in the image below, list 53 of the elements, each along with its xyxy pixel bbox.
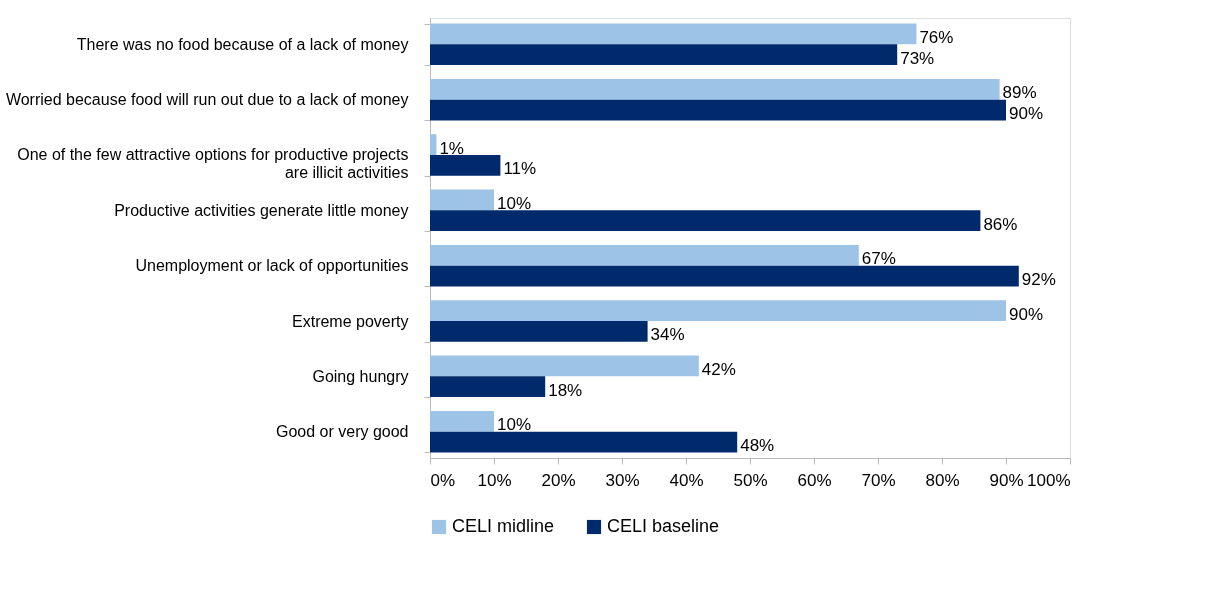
data-label: 67%	[861, 249, 896, 269]
bar	[430, 154, 501, 176]
data-label: 92%	[1021, 270, 1056, 290]
y-tick-label: Productive activities generate little money	[114, 201, 409, 219]
data-label: 90%	[1009, 104, 1044, 124]
x-tick-label: 30%	[605, 470, 640, 490]
bar	[430, 300, 1006, 322]
bar	[430, 78, 1000, 100]
x-tick-label: 0%	[430, 470, 456, 490]
data-label: 18%	[548, 380, 583, 400]
bar	[430, 376, 546, 398]
data-label: 76%	[919, 27, 954, 47]
data-label: 86%	[983, 214, 1018, 234]
bar	[430, 431, 738, 453]
data-label: 73%	[900, 48, 935, 68]
bar	[430, 355, 699, 377]
x-tick-label: 100%	[1027, 470, 1071, 490]
data-label: 89%	[1002, 83, 1037, 103]
data-label: 42%	[701, 359, 736, 379]
x-tick-label: 90%	[989, 470, 1024, 490]
y-tick-label: Going hungry	[312, 367, 409, 385]
x-tick-label: 20%	[541, 470, 576, 490]
data-label: 11%	[503, 159, 537, 179]
bar	[430, 410, 494, 432]
legend-label: CELI midline	[452, 516, 555, 536]
bar	[430, 189, 494, 211]
y-tick-label: One of the few attractive options for productive projects are illicit activities	[17, 146, 409, 182]
data-label: 34%	[650, 325, 685, 345]
x-tick-label: 70%	[861, 470, 896, 490]
data-label: 10%	[497, 415, 532, 435]
x-tick-label: 60%	[797, 470, 832, 490]
x-tick-label: 10%	[477, 470, 512, 490]
data-label: 90%	[1009, 304, 1044, 324]
y-tick-label: Worried because food will run out due to a lack of money	[5, 91, 409, 109]
bar	[430, 23, 917, 45]
bar	[430, 99, 1006, 121]
bar	[430, 44, 898, 66]
y-tick-label: There was no food because of a lack of money	[76, 35, 409, 53]
y-tick-label: Extreme poverty	[292, 312, 409, 330]
legend-label: CELI baseline	[607, 516, 720, 536]
y-tick-label: Good or very good	[275, 423, 409, 441]
data-label: 10%	[497, 193, 532, 213]
x-tick-label: 80%	[925, 470, 960, 490]
bar	[430, 321, 648, 342]
bar	[430, 210, 981, 232]
y-tick-label: Unemployment or lack of opportunities	[135, 257, 409, 275]
x-tick-label: 40%	[669, 470, 704, 490]
bar	[430, 134, 437, 155]
bar	[430, 265, 1019, 287]
data-label: 1%	[439, 138, 464, 158]
x-tick-label: 50%	[733, 470, 768, 490]
bar	[430, 244, 859, 266]
data-label: 48%	[740, 436, 775, 456]
